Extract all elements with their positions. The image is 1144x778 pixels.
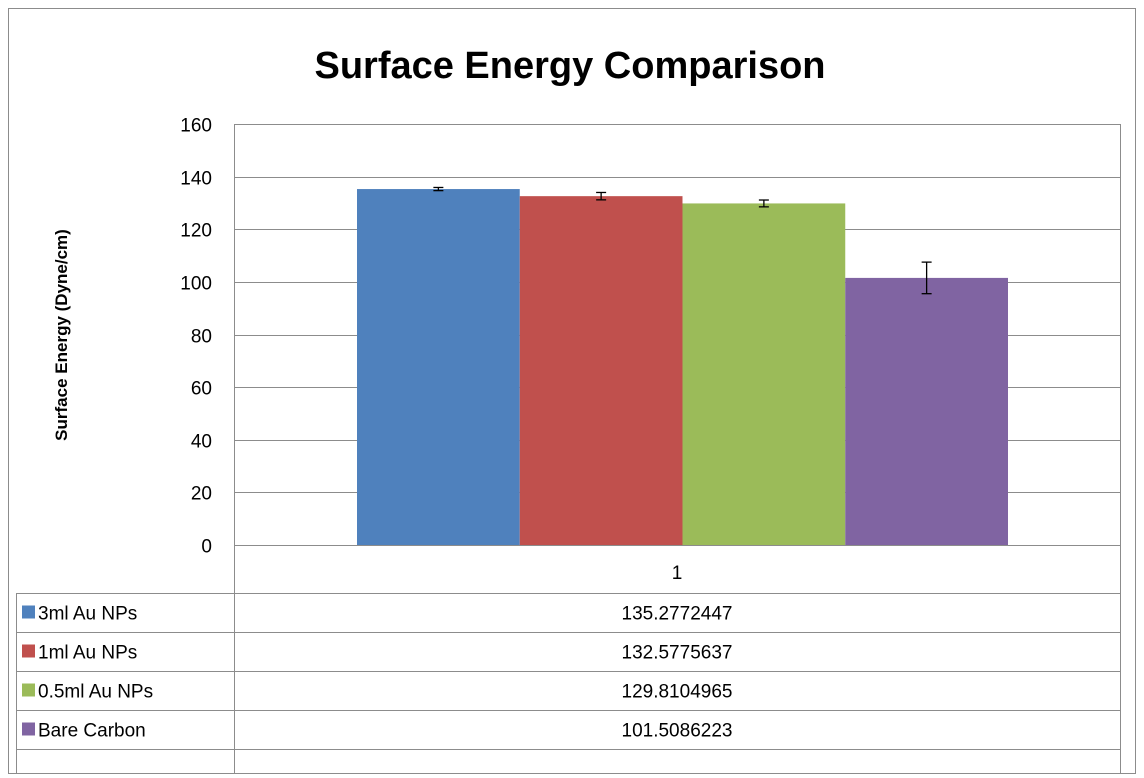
y-tick-label: 60 bbox=[191, 379, 212, 400]
y-tick-label: 40 bbox=[191, 432, 212, 453]
y-tick-label: 140 bbox=[180, 169, 212, 190]
data-label: 132.5775637 bbox=[622, 643, 733, 664]
legend-label: Bare Carbon bbox=[38, 721, 146, 742]
x-category-label: 1 bbox=[672, 563, 683, 584]
bars bbox=[357, 189, 1008, 546]
legend-swatch bbox=[22, 605, 35, 619]
y-tick-label: 0 bbox=[201, 537, 212, 558]
legend-label: 1ml Au NPs bbox=[38, 643, 137, 664]
data-label: 135.2772447 bbox=[622, 604, 733, 625]
bar bbox=[845, 277, 1008, 545]
legend-label: 0.5ml Au NPs bbox=[38, 682, 153, 703]
y-tick-label: 120 bbox=[180, 221, 212, 242]
data-label: 101.5086223 bbox=[622, 721, 733, 742]
y-tick-label: 160 bbox=[180, 116, 212, 137]
bar bbox=[357, 189, 520, 545]
legend-label: 3ml Au NPs bbox=[38, 604, 137, 625]
chart-title: Surface Energy Comparison bbox=[314, 45, 825, 87]
legend-swatch bbox=[22, 722, 35, 736]
legend-swatch bbox=[22, 644, 35, 658]
legend-swatch bbox=[22, 683, 35, 697]
data-label: 129.8104965 bbox=[622, 682, 733, 703]
bar bbox=[519, 196, 683, 546]
y-axis-label: Surface Energy (Dyne/cm) bbox=[52, 229, 71, 441]
data-table: 1 3ml Au NPs 135.2772447 1ml Au NPs 132.5775… bbox=[16, 124, 1121, 773]
y-tick-label: 100 bbox=[180, 274, 212, 295]
error-bars bbox=[433, 186, 932, 295]
y-tick-labels: 0 20 40 60 80 100 120 140 160 bbox=[180, 116, 212, 558]
bar bbox=[682, 203, 846, 545]
y-tick-label: 80 bbox=[191, 327, 212, 348]
y-tick-label: 20 bbox=[191, 484, 212, 505]
